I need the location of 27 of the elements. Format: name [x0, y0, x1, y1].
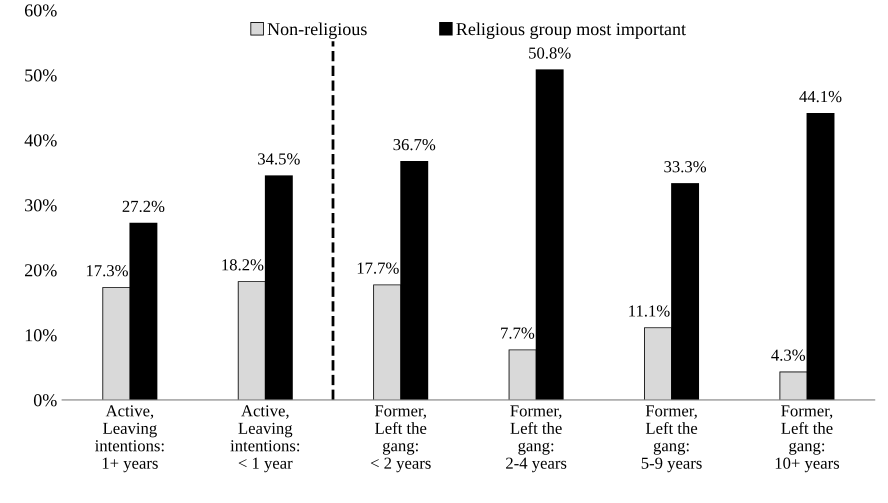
data-label: 36.7% — [394, 139, 436, 150]
data-label: 18.2% — [222, 259, 264, 271]
data-label: 27.2% — [122, 200, 164, 212]
legend-label: Non-religious — [268, 22, 367, 39]
x-tick-label: Former, Left the gang: 10+ years — [776, 405, 840, 472]
data-label: 34.5% — [258, 153, 300, 165]
x-tick-label: Former, Left the gang: < 2 years — [370, 405, 431, 472]
y-tick-label: 0% — [34, 394, 57, 406]
x-tick-label: Active, Leaving intentions: < 1 year — [230, 405, 300, 472]
data-label: 4.3% — [771, 350, 806, 361]
data-label: 17.7% — [358, 262, 399, 274]
y-tick-label: 60% — [24, 4, 57, 17]
y-tick-label: 40% — [24, 134, 57, 147]
x-tick-label: Former, Left the gang: 5-9 years — [642, 405, 702, 472]
y-tick-label: 30% — [25, 199, 57, 212]
data-label: 11.1% — [629, 305, 670, 317]
data-label: 7.7% — [501, 327, 534, 339]
y-tick-label: 20% — [24, 264, 57, 276]
data-label: 50.8% — [529, 47, 571, 59]
data-label: 17.3% — [86, 265, 128, 276]
y-tick-label: 10% — [26, 329, 57, 342]
x-tick-label: Former, Left the gang: 2-4 years — [506, 405, 566, 472]
data-label: 44.1% — [799, 90, 842, 102]
y-tick-label: 50% — [25, 69, 57, 82]
data-label: 33.3% — [664, 161, 706, 172]
legend-label: Religious group most important — [456, 22, 686, 39]
x-tick-label: Active, Leaving intentions: 1+ years — [95, 405, 164, 472]
